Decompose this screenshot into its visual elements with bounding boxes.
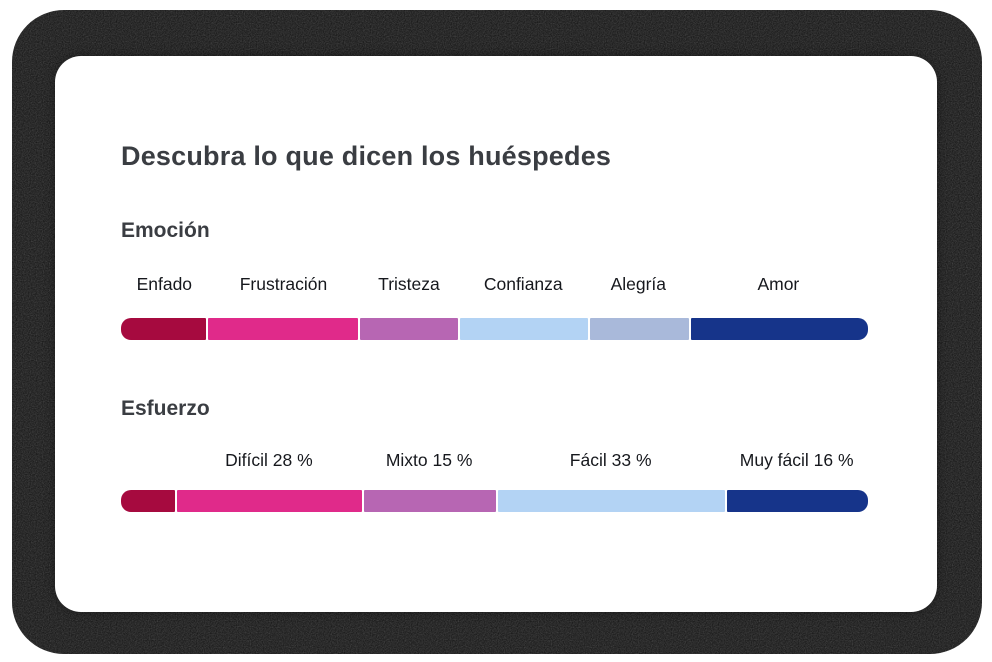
- bar-segment-muy-fácil-16-: [726, 490, 869, 512]
- bar-segment-enfado: [121, 318, 207, 340]
- segment-label: Alegría: [610, 274, 667, 294]
- section-heading-emocion: Emoción: [121, 219, 210, 243]
- bar-segment-mixto-15-: [363, 490, 496, 512]
- segment-label: Amor: [757, 274, 800, 294]
- segment-label: Enfado: [136, 274, 193, 294]
- emotion-stacked-bar: [121, 318, 868, 340]
- bar-segment-amor: [691, 318, 868, 340]
- bar-segment-alegría: [589, 318, 690, 340]
- segment-label: Frustración: [239, 274, 328, 294]
- bar-segment-tristeza: [360, 318, 459, 340]
- bar-segment-difícil-28-: [176, 490, 362, 512]
- page-title: Descubra lo que dicen los huéspedes: [121, 141, 612, 172]
- section-heading-esfuerzo: Esfuerzo: [121, 397, 210, 421]
- bar-segment-fácil-33-: [497, 490, 725, 512]
- effort-stacked-bar: [121, 490, 869, 512]
- bar-segment-frustración: [208, 318, 359, 340]
- bar-segment-confianza: [460, 318, 588, 340]
- segment-label: Tristeza: [378, 274, 440, 294]
- segment-label: Muy fácil 16 %: [739, 450, 854, 470]
- emotion-segment-labels-row: Enfado Frustración Tristeza Confianza Alegrí…: [121, 273, 868, 297]
- segment-label: Difícil 28 %: [225, 450, 313, 470]
- guest-feedback-card: Descubra lo que dicen los huéspedes Emoc…: [55, 56, 937, 612]
- effort-segment-labels-row: Difícil 28 % Mixto 15 % Fácil 33 % Muy fáci…: [121, 449, 868, 473]
- segment-label: Fácil 33 %: [569, 450, 652, 470]
- segment-label: Confianza: [483, 274, 563, 294]
- bar-segment-esfuerzo-0: [121, 490, 175, 512]
- segment-label: Mixto 15 %: [385, 450, 473, 470]
